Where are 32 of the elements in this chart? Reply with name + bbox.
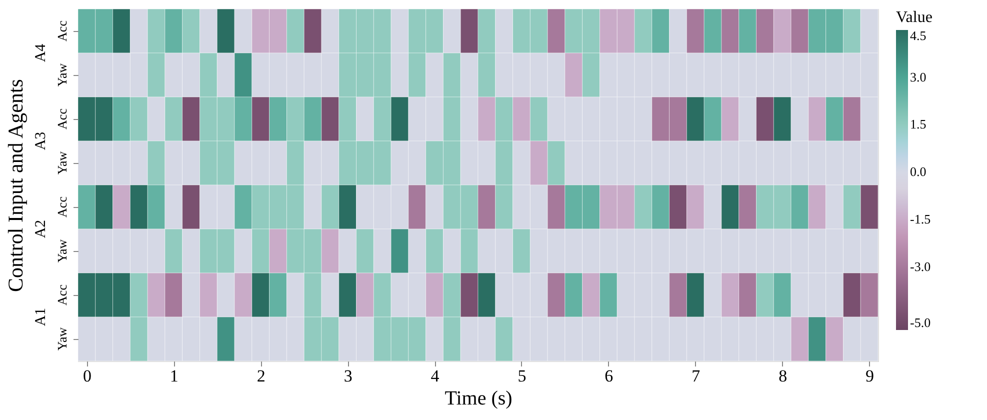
text: A1 — [33, 308, 49, 326]
y-tick-label: Yaw — [54, 326, 70, 351]
y-tick-label: Acc — [54, 20, 70, 42]
color-bar-label: 3.0 — [910, 69, 926, 84]
y-tick-label: Yaw — [54, 150, 70, 175]
x-tick-label: 4 — [430, 366, 440, 386]
color-bar-label: 0.0 — [910, 164, 926, 180]
x-tick-label: 6 — [604, 366, 614, 386]
x-tick-label: 5 — [518, 366, 526, 386]
color-bar-title: Value — [896, 9, 932, 26]
color-bar-label: 4.5 — [910, 28, 926, 43]
color-bar-label: -3.0 — [910, 258, 931, 274]
y-tick-label: Yaw — [54, 238, 70, 263]
x-tick-label: 8 — [778, 366, 788, 386]
y-tick-label: Acc — [54, 196, 70, 218]
text: A4 — [33, 43, 49, 62]
y-axis-title: Control Input and Agents — [4, 79, 28, 292]
color-bar-label: 1.5 — [910, 116, 926, 132]
x-tick-label: 3 — [344, 366, 352, 386]
color-bar-label: -1.5 — [910, 211, 931, 226]
text: A3 — [33, 132, 49, 150]
x-tick-label: 2 — [256, 366, 266, 386]
x-tick-label: 1 — [170, 366, 178, 386]
x-tick-label: 0 — [82, 366, 92, 386]
y-tick-label: Acc — [54, 108, 70, 130]
x-tick-label: 7 — [692, 366, 701, 386]
color-bar-label: -5.0 — [910, 315, 931, 330]
y-tick-label: Yaw — [54, 62, 70, 87]
y-tick-label: Acc — [54, 284, 70, 306]
x-axis-title: Time (s) — [444, 388, 512, 410]
x-tick-label: 9 — [866, 366, 874, 386]
text: A2 — [33, 220, 49, 238]
